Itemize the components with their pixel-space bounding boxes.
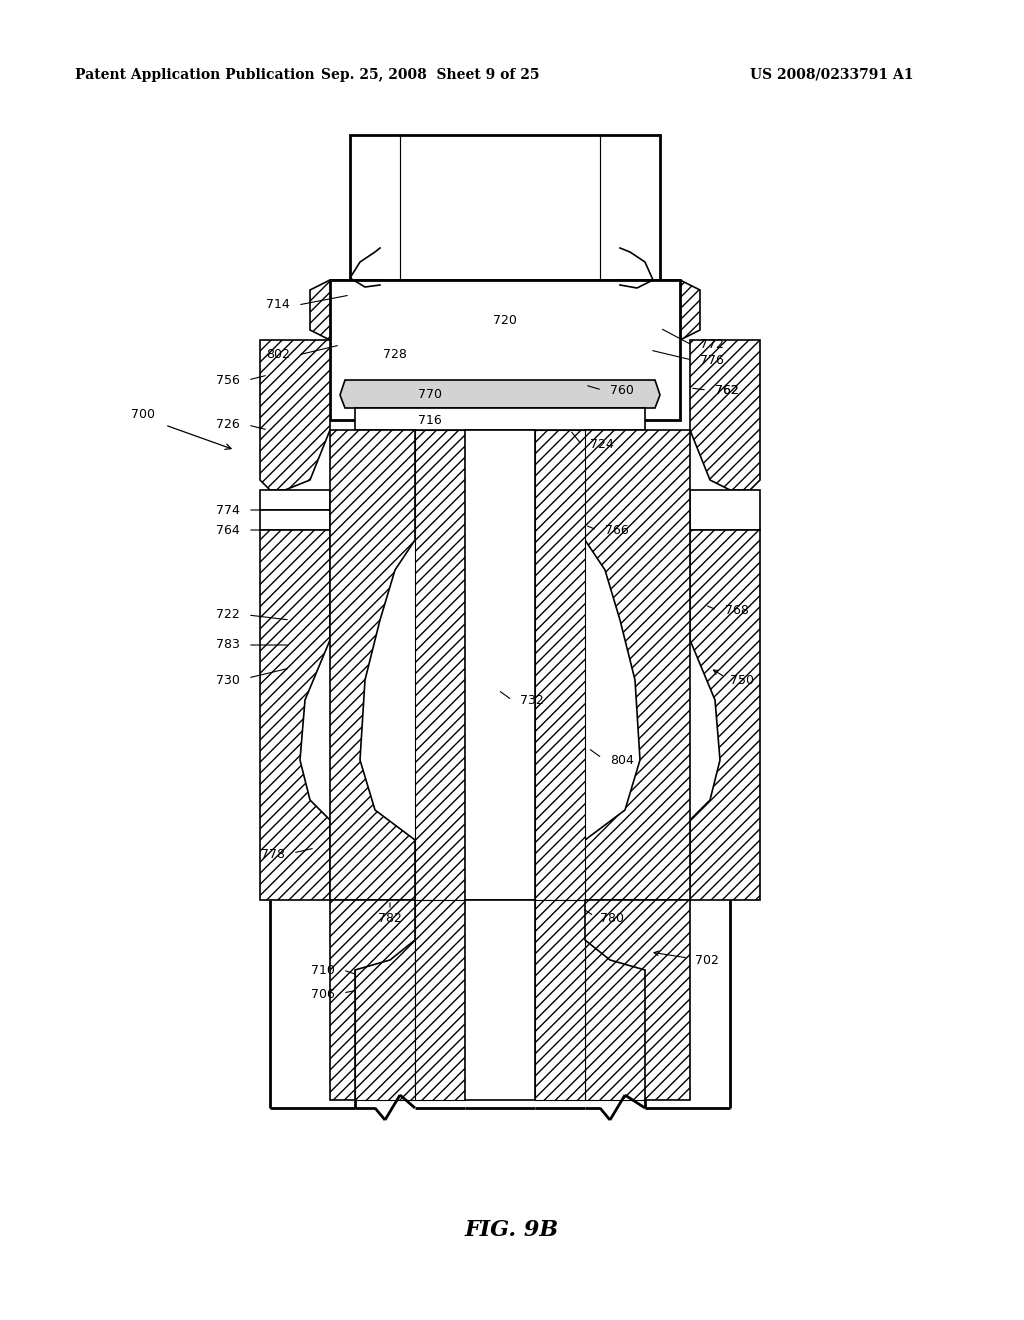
Text: 804: 804 (610, 754, 634, 767)
Text: 764: 764 (216, 524, 240, 536)
Text: 730: 730 (216, 673, 240, 686)
Text: 778: 778 (261, 849, 285, 862)
Text: 776: 776 (700, 354, 724, 367)
Bar (465, 430, 535, 900)
Polygon shape (535, 430, 585, 900)
Text: 760: 760 (610, 384, 634, 396)
Bar (330, 280, 680, 420)
Text: Patent Application Publication: Patent Application Publication (75, 69, 314, 82)
Text: US 2008/0233791 A1: US 2008/0233791 A1 (750, 69, 913, 82)
Text: Sep. 25, 2008  Sheet 9 of 25: Sep. 25, 2008 Sheet 9 of 25 (321, 69, 540, 82)
Text: 782: 782 (378, 912, 402, 924)
Polygon shape (340, 380, 660, 408)
Text: 774: 774 (216, 503, 240, 516)
Polygon shape (260, 510, 330, 531)
Text: 762: 762 (715, 384, 738, 396)
Polygon shape (355, 408, 645, 430)
Text: 802: 802 (266, 348, 290, 362)
Text: 716: 716 (418, 413, 442, 426)
Bar (465, 900, 535, 1100)
Polygon shape (585, 900, 690, 1100)
Polygon shape (585, 430, 690, 900)
Text: 780: 780 (600, 912, 624, 924)
Polygon shape (415, 900, 465, 1100)
Text: 772: 772 (700, 338, 724, 351)
Polygon shape (415, 430, 465, 900)
Polygon shape (585, 900, 645, 1100)
Text: 770: 770 (418, 388, 442, 400)
Polygon shape (310, 280, 380, 341)
Text: 710: 710 (311, 964, 335, 977)
Bar (350, 135, 660, 280)
Text: 750: 750 (730, 673, 754, 686)
Text: 722: 722 (216, 609, 240, 622)
Polygon shape (330, 430, 415, 900)
Polygon shape (260, 490, 330, 510)
Polygon shape (260, 531, 330, 900)
Text: 732: 732 (520, 693, 544, 706)
Text: 706: 706 (311, 989, 335, 1002)
Text: FIG. 9B: FIG. 9B (465, 1218, 559, 1241)
Polygon shape (260, 341, 330, 490)
Text: 768: 768 (725, 603, 749, 616)
Text: 728: 728 (383, 348, 407, 362)
Polygon shape (690, 490, 760, 531)
Polygon shape (535, 900, 585, 1100)
Text: 762: 762 (715, 384, 738, 396)
Text: 724: 724 (590, 438, 613, 451)
Text: 700: 700 (131, 408, 155, 421)
Text: 720: 720 (494, 314, 517, 326)
Text: 756: 756 (216, 374, 240, 387)
Text: 726: 726 (216, 418, 240, 432)
Polygon shape (355, 900, 415, 1100)
Polygon shape (690, 531, 760, 900)
Text: 702: 702 (695, 953, 719, 966)
Polygon shape (330, 900, 415, 1100)
Text: 783: 783 (216, 639, 240, 652)
Polygon shape (620, 280, 700, 341)
Text: 766: 766 (605, 524, 629, 536)
Text: 714: 714 (266, 298, 290, 312)
Polygon shape (690, 341, 760, 490)
